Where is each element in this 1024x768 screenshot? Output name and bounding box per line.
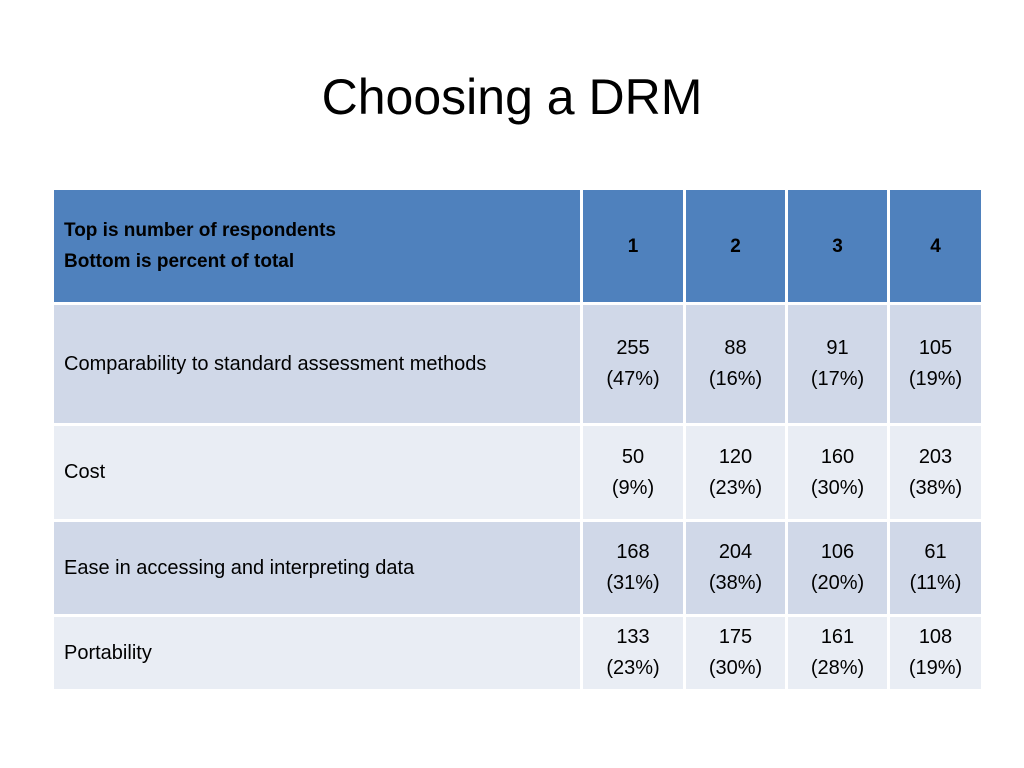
- cell-percent: (20%): [810, 572, 865, 594]
- cell-count: 91: [826, 337, 849, 359]
- cell-count: 255: [616, 337, 650, 359]
- cell-percent: (17%): [810, 368, 865, 390]
- table-row: Cost 50 (9%) 120 (23%) 160 (30%) 203 (38%): [51, 423, 984, 522]
- cell-count: 133: [616, 626, 650, 648]
- cell-count: 161: [820, 626, 855, 648]
- cell-percent: (47%): [606, 368, 660, 390]
- slide-title: Choosing a DRM: [321, 69, 703, 125]
- table-cell: 108 (19%): [887, 614, 984, 692]
- table-cell: 255 (47%): [580, 302, 686, 426]
- cell-count: 204: [718, 541, 753, 563]
- cell-count: 105: [918, 337, 953, 359]
- row-label: Ease in accessing and interpreting data: [51, 519, 583, 617]
- column-header: 1: [580, 187, 686, 305]
- table-row: Ease in accessing and interpreting data 1…: [51, 519, 984, 617]
- table-cell: 203 (38%): [887, 423, 984, 522]
- table-body: Top is number of respondents Bottom is pe…: [51, 187, 984, 692]
- cell-percent: (23%): [606, 657, 660, 679]
- table-cell: 204 (38%): [683, 519, 788, 617]
- table-cell: 168 (31%): [580, 519, 686, 617]
- data-table: Top is number of respondents Bottom is pe…: [51, 187, 984, 692]
- column-header: 4: [887, 187, 984, 305]
- cell-percent: (16%): [708, 368, 763, 390]
- header-row: Top is number of respondents Bottom is pe…: [51, 187, 984, 305]
- table-cell: 91 (17%): [785, 302, 890, 426]
- cell-percent: (19%): [908, 368, 963, 390]
- cell-percent: (38%): [908, 476, 963, 499]
- row-label: Portability: [51, 614, 583, 692]
- table-cell: 50 (9%): [580, 423, 686, 522]
- table-cell: 88 (16%): [683, 302, 788, 426]
- cell-count: 61: [924, 541, 947, 563]
- table-cell: 161 (28%): [785, 614, 890, 692]
- table-cell: 106 (20%): [785, 519, 890, 617]
- table-row: Comparability to standard assessment met…: [51, 302, 984, 426]
- table-cell: 160 (30%): [785, 423, 890, 522]
- row-label: Comparability to standard assessment met…: [51, 302, 583, 426]
- cell-percent: (31%): [606, 572, 660, 594]
- cell-percent: (19%): [908, 657, 963, 679]
- cell-count: 120: [718, 445, 753, 468]
- cell-count: 168: [616, 541, 650, 563]
- cell-count: 50: [621, 445, 645, 468]
- cell-count: 203: [918, 445, 953, 468]
- cell-count: 160: [820, 445, 855, 468]
- cell-percent: (23%): [708, 476, 763, 499]
- cell-count: 175: [718, 626, 753, 648]
- table-row: Portability 133 (23%) 175 (30%) 161 (28%) 108 (1…: [51, 614, 984, 692]
- cell-count: 108: [918, 626, 953, 648]
- table-cell: 61 (11%): [887, 519, 984, 617]
- header-line: Top is number of respondents: [64, 220, 336, 241]
- header-label: Top is number of respondents Bottom is pe…: [51, 187, 583, 305]
- table-cell: 133 (23%): [580, 614, 686, 692]
- cell-percent: (9%): [611, 476, 655, 499]
- table-cell: 120 (23%): [683, 423, 788, 522]
- row-label: Cost: [51, 423, 583, 522]
- cell-percent: (28%): [810, 657, 865, 679]
- table-cell: 175 (30%): [683, 614, 788, 692]
- cell-percent: (30%): [708, 657, 763, 679]
- cell-count: 106: [820, 541, 855, 563]
- cell-percent: (38%): [708, 572, 763, 594]
- cell-percent: (11%): [909, 572, 962, 594]
- table-cell: 105 (19%): [887, 302, 984, 426]
- cell-count: 88: [724, 337, 747, 359]
- column-header: 2: [683, 187, 788, 305]
- column-header: 3: [785, 187, 890, 305]
- cell-percent: (30%): [810, 476, 865, 499]
- header-line: Bottom is percent of total: [64, 251, 295, 272]
